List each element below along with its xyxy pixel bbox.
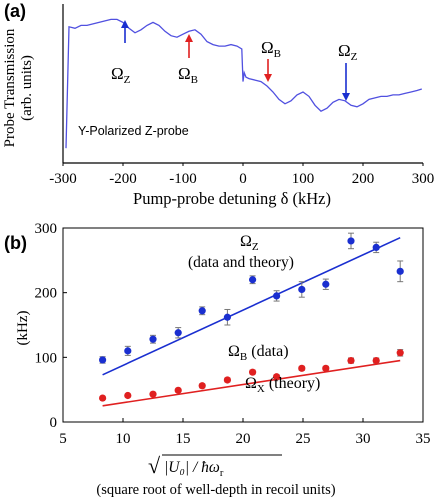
panel-b-x-tick-label: 15 xyxy=(176,431,191,447)
panel-a-x-tick-label: -300 xyxy=(49,171,77,187)
panel-b-x-tick-label: 5 xyxy=(59,431,67,447)
data-point-omega-b xyxy=(124,391,132,400)
data-point-omega-b xyxy=(99,394,107,402)
data-point-omega-b xyxy=(198,382,206,390)
panel-b-x-tick-label: 30 xyxy=(356,431,371,447)
data-point-omega-z xyxy=(198,307,206,315)
label-omega-b-right: ΩB xyxy=(261,38,281,60)
panel-b-x-tick-label: 10 xyxy=(116,431,131,447)
panel-b-x-tick-label: 35 xyxy=(416,431,431,447)
data-point-omega-b xyxy=(372,356,380,365)
panel-a-x-tick-label: 0 xyxy=(239,171,247,187)
data-point-omega-z xyxy=(149,335,157,343)
data-point-omega-z xyxy=(99,356,107,364)
panel-a-ylabel-line1: Probe Transmission xyxy=(2,28,18,147)
data-point-omega-b xyxy=(298,364,306,372)
panel-a-x-tick-label: 200 xyxy=(352,171,375,187)
panel-a-x-tick-label: -100 xyxy=(169,171,197,187)
panel-b-y-tick-label: 0 xyxy=(50,415,58,431)
annotation-omega-b: ΩB (data) xyxy=(228,343,289,363)
data-point-omega-b xyxy=(396,349,404,357)
annotation-omega-z-desc: (data and theory) xyxy=(188,254,294,271)
panel-b-x-tick-label: 20 xyxy=(236,431,251,447)
panel-a-x-ticks: -300 -200 -100 0 100 200 300 xyxy=(49,163,434,187)
data-point-omega-z xyxy=(174,329,182,337)
data-point-omega-z xyxy=(124,347,132,355)
annotation-omega-x: ΩX (theory) xyxy=(245,375,320,395)
sqrt-symbol: √ xyxy=(148,453,161,478)
data-point-omega-b xyxy=(174,386,182,394)
panel-a-x-tick-label: -200 xyxy=(109,171,137,187)
panel-a: (a) -300 -200 -100 0 100 200 300 Probe Transmi… xyxy=(2,1,434,208)
data-point-omega-z xyxy=(249,276,257,284)
panel-a-x-tick-label: 300 xyxy=(412,171,435,187)
panel-b-y-tick-label: 200 xyxy=(35,286,58,302)
data-point-omega-z xyxy=(347,237,355,245)
panel-b-y-tick-label: 300 xyxy=(35,221,58,237)
panel-a-ylabel: Probe Transmission (arb. units) xyxy=(2,28,35,147)
panel-a-x-tick-label: 100 xyxy=(292,171,315,187)
data-point-omega-b xyxy=(273,373,281,381)
label-omega-z-left: ΩZ xyxy=(111,64,131,86)
panel-b-ticks: 5 10 15 20 25 30 35 0 100 200 300 xyxy=(35,221,431,447)
data-point-omega-z xyxy=(298,285,306,294)
data-point-omega-z xyxy=(273,292,281,300)
data-point-omega-b xyxy=(249,368,257,376)
data-point-omega-z xyxy=(372,243,380,251)
panel-b-ylabel: (kHz) xyxy=(15,311,31,346)
theory-line-omega-x xyxy=(102,359,401,407)
data-point-omega-b xyxy=(347,356,355,365)
data-point-omega-b xyxy=(223,376,231,384)
data-point-omega-b xyxy=(149,390,157,398)
panel-b-data-points xyxy=(99,232,404,402)
data-point-omega-z xyxy=(322,280,330,288)
label-omega-z-right: ΩZ xyxy=(338,41,358,63)
panel-b-x-tick-label: 25 xyxy=(296,431,311,447)
annotation-omega-z: ΩZ xyxy=(240,233,259,253)
label-omega-b-left: ΩB xyxy=(178,64,198,86)
data-point-omega-z xyxy=(396,267,404,275)
data-point-omega-z xyxy=(223,313,231,321)
panel-b-label: (b) xyxy=(4,233,27,253)
panel-b-y-tick-label: 100 xyxy=(35,350,58,366)
data-point-omega-b xyxy=(322,364,330,372)
theory-line-omega-z xyxy=(102,236,401,376)
panel-a-inset-text: Y-Polarized Z-probe xyxy=(78,124,189,138)
xlabel-formula: |U₀| / ħωr xyxy=(164,459,224,479)
panel-b-xlabel-formula: √ |U₀| / ħωr xyxy=(148,453,282,479)
panel-b-xlabel-desc: (square root of well-depth in recoil uni… xyxy=(96,482,335,498)
panel-a-label: (a) xyxy=(4,1,26,21)
panel-a-xlabel: Pump-probe detuning δ (kHz) xyxy=(133,189,331,208)
panel-b: (b) 5 10 15 20 25 30 35 0 100 200 300 (kHz) ΩZ (da… xyxy=(4,221,431,498)
panel-a-ylabel-line2: (arb. units) xyxy=(19,55,35,121)
